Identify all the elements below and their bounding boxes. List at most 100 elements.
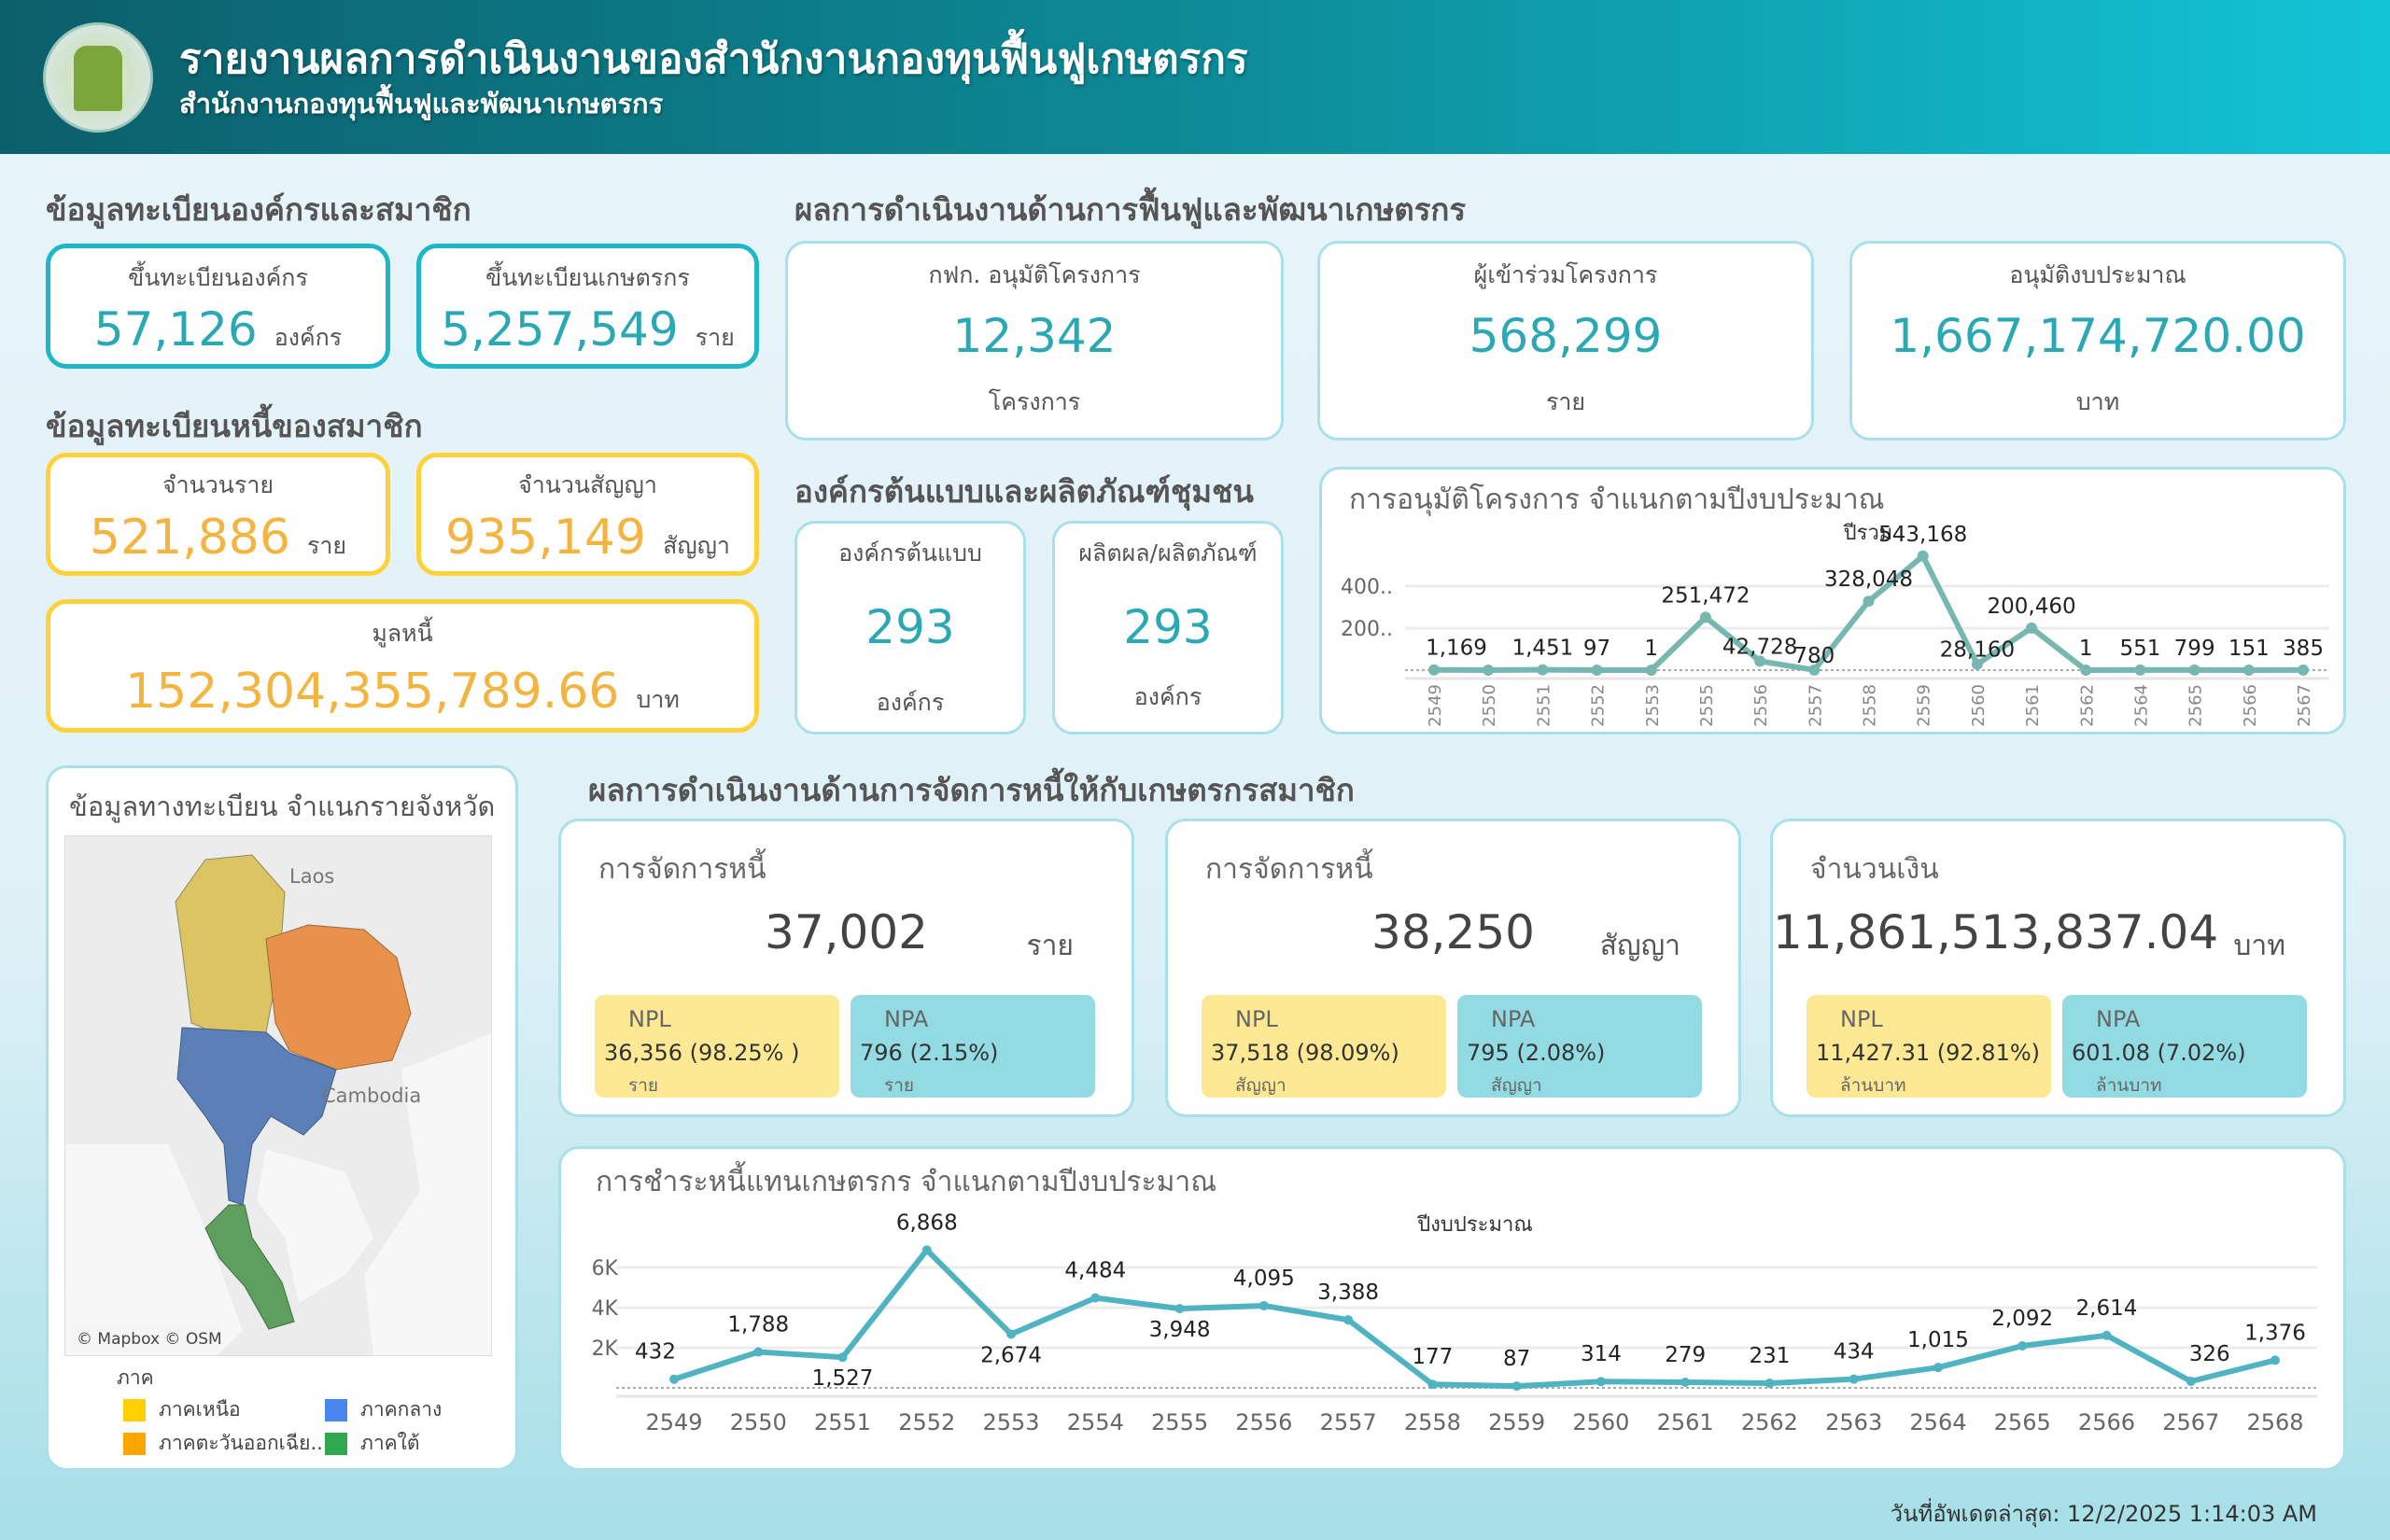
npa-unit: สัญญา: [1491, 1075, 1542, 1096]
card-unit: สัญญา: [663, 532, 730, 559]
card-unit: บาท: [2233, 930, 2285, 962]
registration-section-title: ข้อมูลทะเบียนองค์กรและสมาชิก: [46, 191, 471, 228]
card-unit: องค์กร: [274, 324, 343, 351]
legend-item-south[interactable]: ภาคใต้: [325, 1428, 420, 1459]
card-unit: องค์กร: [1133, 683, 1202, 710]
card-value: 57,126: [93, 302, 258, 357]
map-canvas[interactable]: Laos Cambodia © Mapbox © OSM: [65, 836, 492, 1356]
npa-label: NPA: [2096, 1006, 2141, 1032]
participants-card: ผู้เข้าร่วมโครงการ 568,299 ราย: [1317, 241, 1814, 441]
card-unit: ราย: [695, 324, 735, 351]
card-value: 568,299: [1469, 309, 1663, 363]
card-unit: สัญญา: [1599, 930, 1680, 962]
card-label: การจัดการหนี้: [598, 853, 766, 886]
legend-label: ภาคใต้: [360, 1432, 420, 1454]
page-subtitle: สำนักงานกองทุนฟื้นฟูและพัฒนาเกษตรกร: [179, 88, 664, 119]
card-label: ผู้เข้าร่วมโครงการ: [1473, 261, 1658, 288]
card-label: อนุมัติงบประมาณ: [2009, 261, 2186, 288]
npl-value: 37,518 (98.09%): [1211, 1040, 1399, 1066]
legend-label: ภาคตะวันออกเฉีย..: [159, 1432, 323, 1454]
legend-title: ภาค: [117, 1366, 154, 1389]
npa-value: 601.08 (7.02%): [2072, 1040, 2246, 1066]
approved-projects-card: กฟก. อนุมัติโครงการ 12,342 โครงการ: [785, 241, 1284, 441]
last-updated: วันที่อัพเดตล่าสุด: 12/2/2025 1:14:03 AM: [1890, 1501, 2317, 1527]
card-value: 521,886: [89, 510, 290, 566]
card-value: 293: [1123, 600, 1213, 654]
region-south[interactable]: [204, 1204, 295, 1330]
contract-count-card: จำนวนสัญญา 935,149 สัญญา: [416, 453, 759, 576]
legend-label: ภาคเหนือ: [159, 1398, 241, 1421]
npl-unit: ล้านบาท: [1840, 1075, 1906, 1096]
map-attribution: © Mapbox © OSM: [77, 1330, 222, 1349]
thailand-map[interactable]: Laos Cambodia © Mapbox © OSM: [64, 835, 492, 1356]
map-label-laos: Laos: [289, 865, 334, 888]
payment-chart-card: [558, 1146, 2346, 1471]
card-label: จำนวนเงิน: [1810, 853, 1939, 886]
rehab-section-title: ผลการดำเนินงานด้านการฟื้นฟูและพัฒนาเกษตร…: [794, 191, 1467, 228]
debt-mgmt-section-title: ผลการดำเนินงานด้านการจัดการหนี้ให้กับเกษ…: [588, 772, 1355, 808]
npl-label: NPL: [628, 1006, 671, 1032]
card-label: จำนวนสัญญา: [518, 471, 657, 498]
legend-item-central[interactable]: ภาคกลาง: [325, 1394, 442, 1425]
npl-value: 36,356 (98.25% ): [604, 1040, 800, 1066]
debt-mgmt-card: การจัดการหนี้ 37,002 ราย NPL 36,356 (98.…: [558, 819, 1134, 1117]
card-label: กฟก. อนุมัติโครงการ: [928, 261, 1141, 288]
debtor-count-card: จำนวนราย 521,886 ราย: [46, 453, 390, 576]
sea-andaman: [65, 1144, 243, 1355]
card-value: 152,304,355,789.66: [125, 664, 620, 720]
region-central[interactable]: [176, 1027, 337, 1206]
card-value: 1,667,174,720.00: [1890, 309, 2306, 363]
page-title: รายงานผลการดำเนินงานของสำนักงานกองทุนฟื้…: [179, 35, 1248, 83]
card-label: องค์กรต้นแบบ: [838, 539, 982, 567]
npl-box: NPL 11,427.31 (92.81%) ล้านบาท: [1807, 995, 2051, 1098]
card-label: มูลหนี้: [372, 620, 433, 647]
legend-swatch: [123, 1433, 146, 1455]
legend-item-northeast[interactable]: ภาคตะวันออกเฉีย..: [123, 1428, 323, 1459]
legend-swatch: [325, 1399, 347, 1421]
npa-unit: ล้านบาท: [2096, 1075, 2162, 1096]
npa-label: NPA: [884, 1006, 929, 1032]
npl-label: NPL: [1235, 1006, 1278, 1032]
npl-box: NPL 36,356 (98.25% ) ราย: [595, 995, 839, 1098]
sea-gulf: [257, 1149, 373, 1303]
npa-value: 795 (2.08%): [1467, 1040, 1606, 1066]
card-label: การจัดการหนี้: [1205, 853, 1373, 886]
legend-label: ภาคกลาง: [360, 1398, 443, 1421]
npl-box: NPL 37,518 (98.09%) สัญญา: [1202, 995, 1446, 1098]
card-value: 12,342: [952, 309, 1117, 363]
npa-unit: ราย: [884, 1075, 915, 1096]
legend-item-north[interactable]: ภาคเหนือ: [123, 1394, 241, 1425]
card-value: 5,257,549: [441, 302, 679, 357]
debt-amount-card: มูลหนี้ 152,304,355,789.66 บาท: [46, 599, 759, 733]
npa-value: 796 (2.15%): [860, 1040, 999, 1066]
npa-box: NPA 796 (2.15%) ราย: [851, 995, 1095, 1098]
card-value: 38,250: [1371, 905, 1535, 959]
map-label-cambodia: Cambodia: [322, 1085, 421, 1107]
sea-south-china: [364, 1032, 491, 1355]
npl-label: NPL: [1840, 1006, 1883, 1032]
npa-box: NPA 795 (2.08%) สัญญา: [1457, 995, 1702, 1098]
region-northeast[interactable]: [265, 924, 412, 1071]
approved-budget-card: อนุมัติงบประมาณ 1,667,174,720.00 บาท: [1849, 241, 2346, 441]
card-value: 11,861,513,837.04: [1773, 905, 2219, 959]
card-label: ผลิตผล/ผลิตภัณฑ์: [1078, 539, 1258, 567]
card-unit: บาท: [636, 686, 680, 713]
npa-box: NPA 601.08 (7.02%) ล้านบาท: [2062, 995, 2307, 1098]
card-unit: องค์กร: [876, 689, 945, 716]
model-org-card: องค์กรต้นแบบ 293 องค์กร: [794, 521, 1026, 735]
legend-swatch: [325, 1433, 347, 1455]
card-value: 37,002: [765, 905, 928, 959]
card-unit: บาท: [2075, 388, 2120, 415]
farmer-registration-card: ขึ้นทะเบียนเกษตรกร 5,257,549 ราย: [416, 244, 759, 369]
organization-logo: [43, 22, 153, 133]
card-unit: ราย: [1545, 388, 1586, 415]
debt-registration-section-title: ข้อมูลทะเบียนหนี้ของสมาชิก: [46, 408, 423, 444]
card-unit: ราย: [306, 532, 347, 559]
npl-unit: ราย: [628, 1075, 659, 1096]
header-banner: รายงานผลการดำเนินงานของสำนักงานกองทุนฟื้…: [0, 0, 2390, 154]
card-label: ขึ้นทะเบียนองค์กร: [128, 264, 308, 291]
card-unit: โครงการ: [988, 388, 1081, 415]
card-label: จำนวนราย: [162, 471, 274, 498]
card-label: ขึ้นทะเบียนเกษตรกร: [485, 264, 690, 291]
card-value: 935,149: [445, 510, 647, 566]
